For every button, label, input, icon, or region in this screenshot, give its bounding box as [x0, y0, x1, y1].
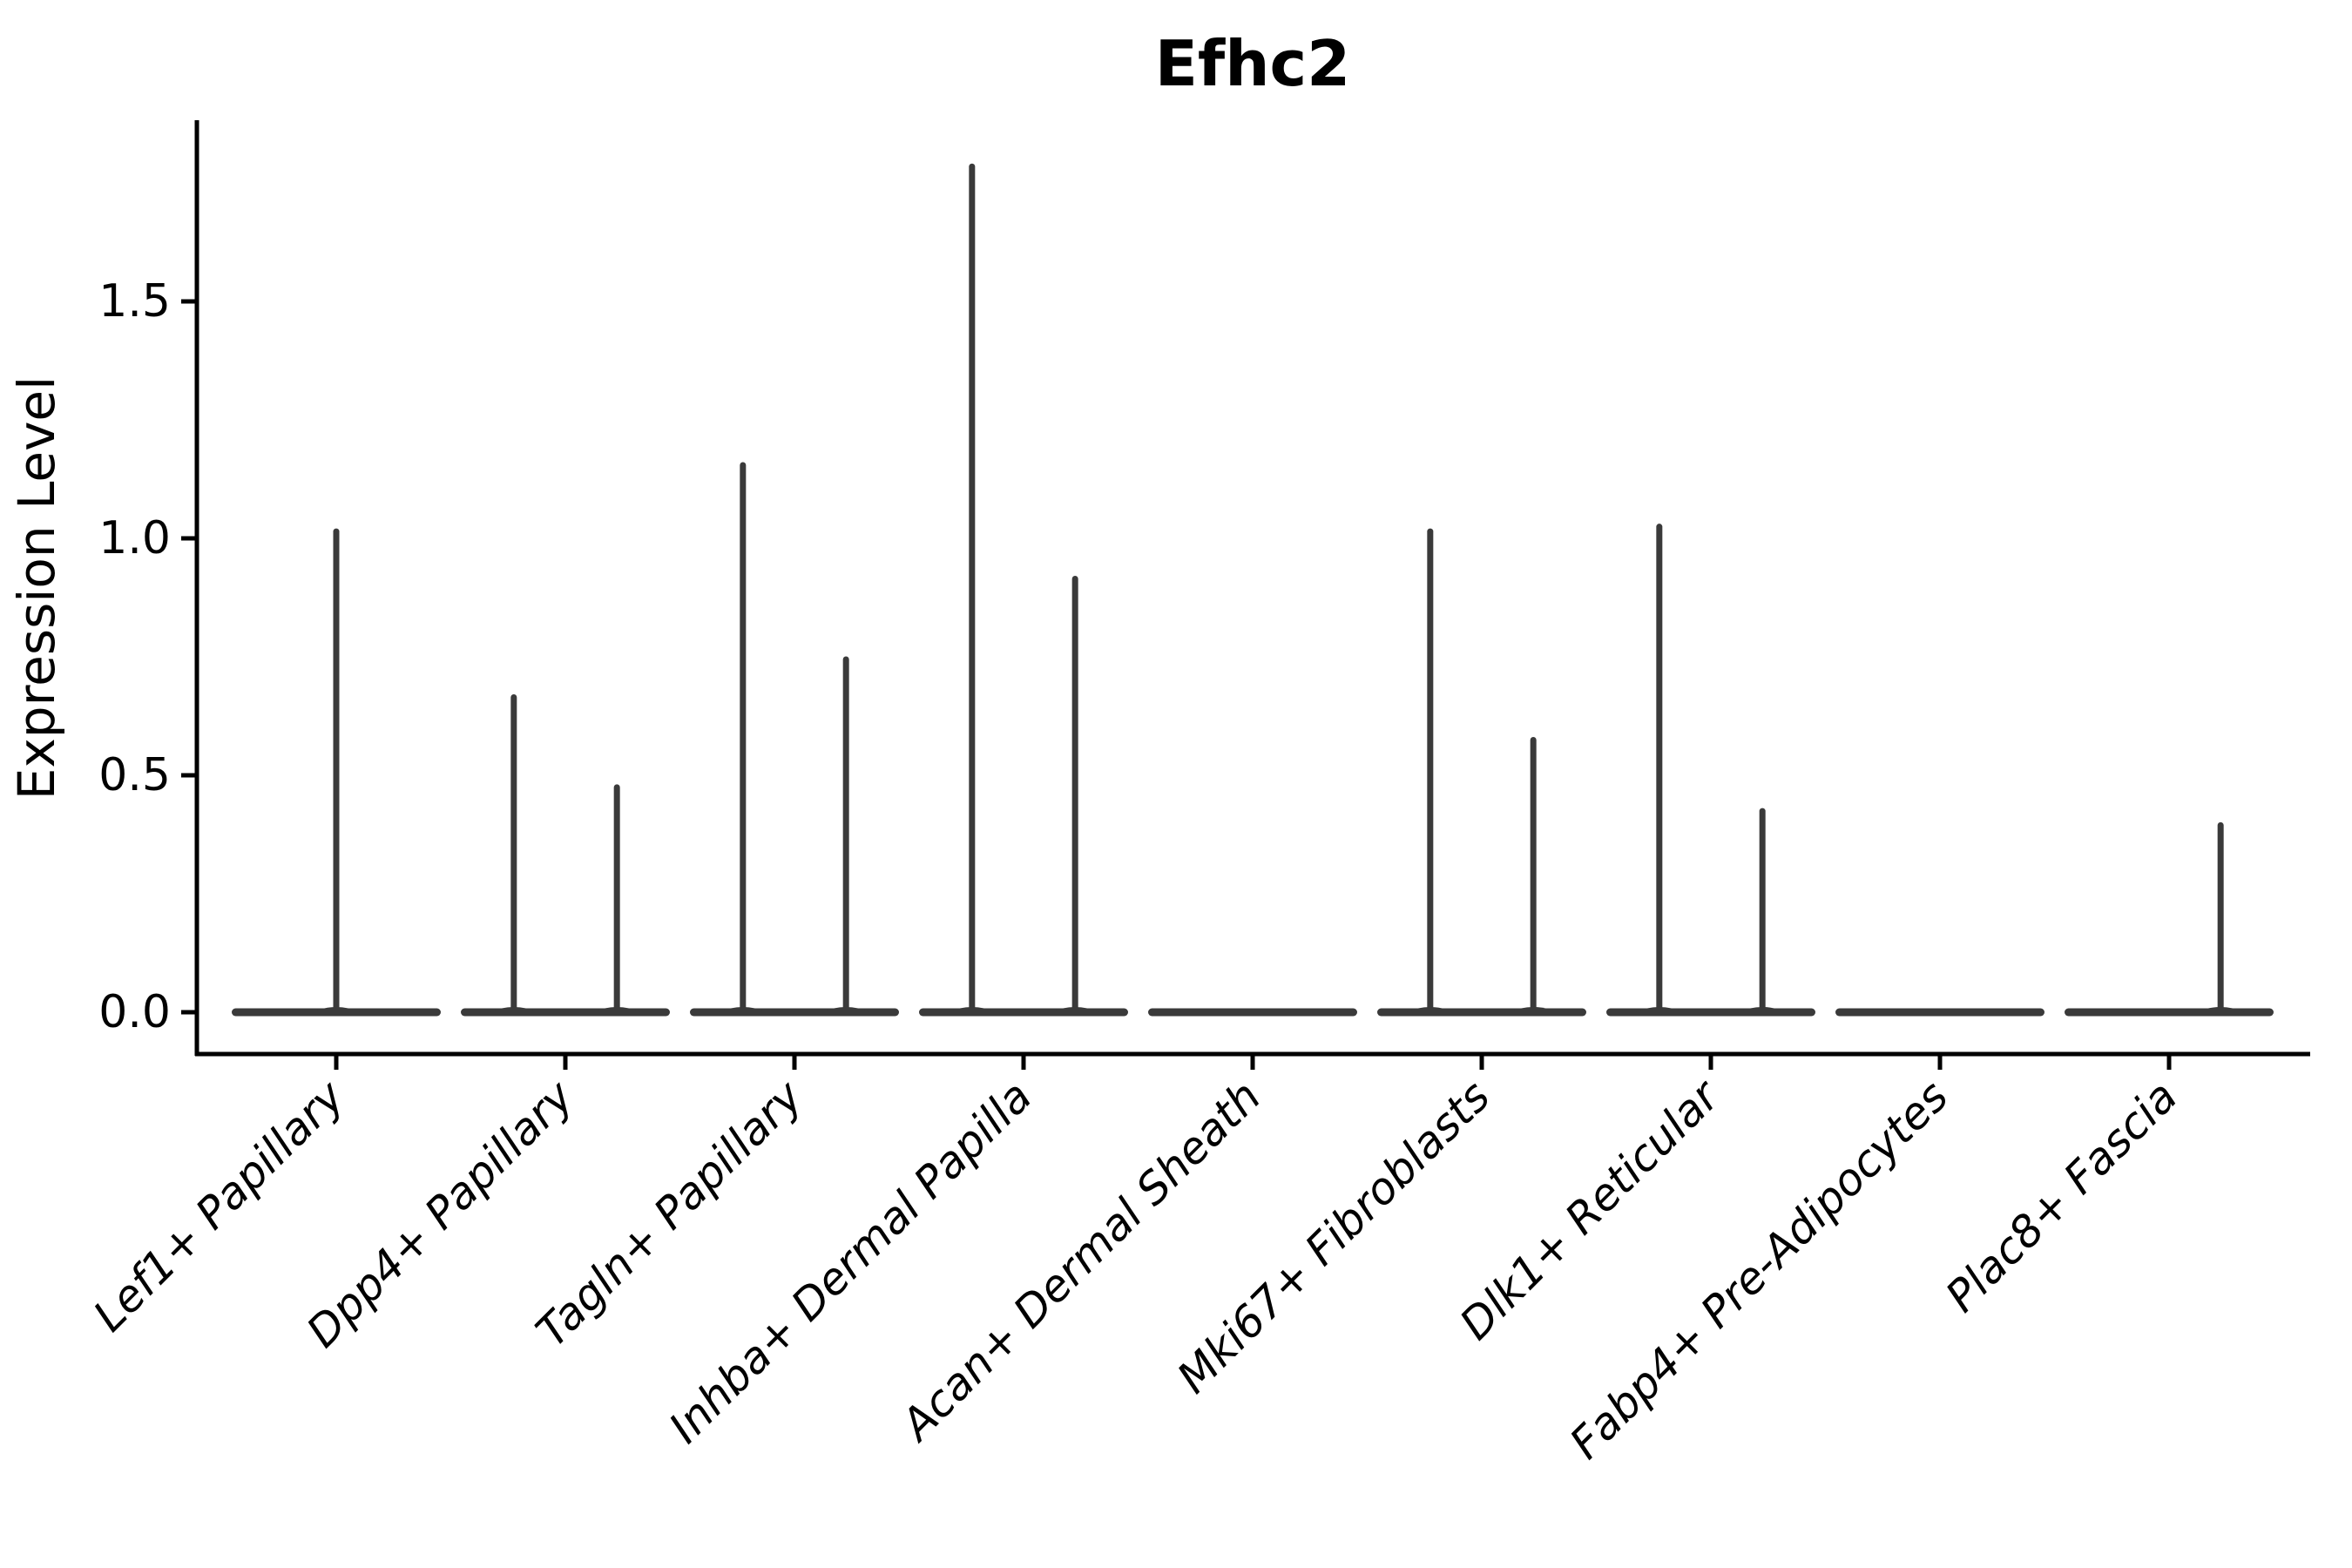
- y-axis-label: Expression Level: [7, 376, 66, 800]
- chart-title: Efhc2: [1155, 27, 1351, 100]
- x-tick-label: Inhba+ Dermal Papilla: [659, 1071, 1041, 1452]
- y-tick-label: 1.5: [98, 275, 171, 328]
- violin-baseline: [1148, 1008, 1357, 1017]
- x-tick-label: Lef1+ Papillary: [84, 1070, 355, 1341]
- x-tick-label: Fabp4+ Pre-Adipocytes: [1560, 1071, 1958, 1469]
- violin-baseline: [1835, 1008, 2044, 1017]
- x-tick-label: Plac8+ Fascia: [1936, 1071, 2187, 1321]
- x-tick-label: Acan+ Dermal Sheath: [890, 1071, 1271, 1451]
- y-tick-label: 0.5: [98, 749, 171, 801]
- y-tick-label: 0.0: [98, 986, 171, 1038]
- y-tick-label: 1.0: [98, 512, 171, 564]
